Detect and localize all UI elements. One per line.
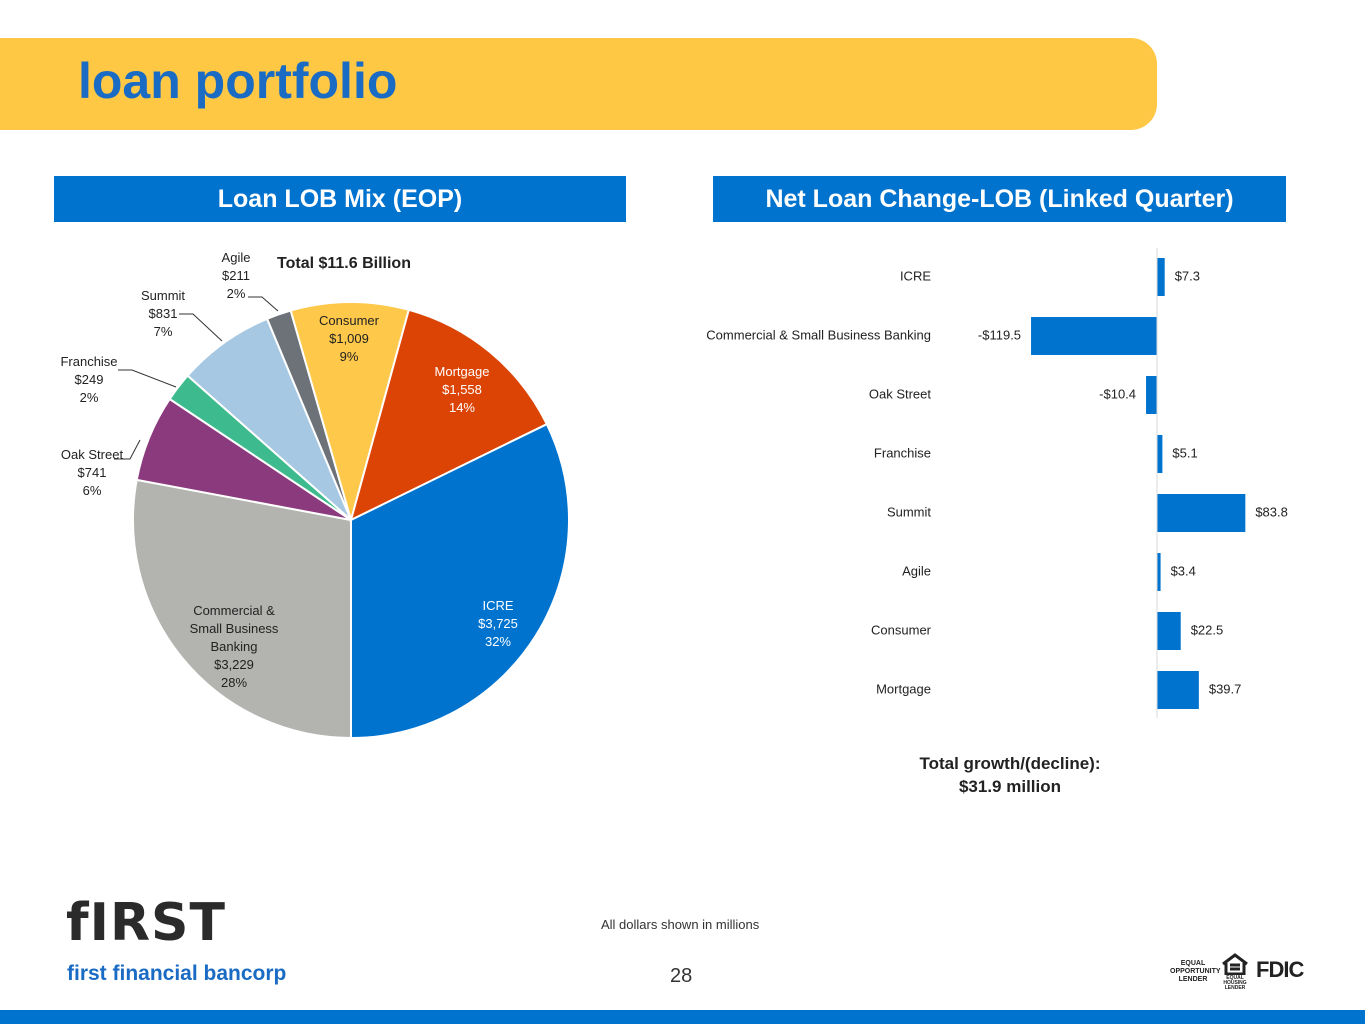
- value-label: $3,229: [214, 657, 254, 672]
- slice-label: Oak Street $741 6%: [61, 446, 123, 500]
- value-label: $831: [148, 306, 178, 321]
- category-label: Oak Street: [60, 447, 124, 462]
- value-label: $741: [77, 465, 107, 480]
- share-label: 14%: [448, 400, 476, 415]
- logo: fIRST: [66, 893, 226, 953]
- leader-line: [118, 369, 177, 388]
- value-label: $39.7: [1209, 681, 1242, 696]
- bar: [1157, 435, 1163, 473]
- badge: EQUAL HOUSING LENDER: [1223, 975, 1247, 991]
- value-label: -$119.5: [978, 327, 1021, 342]
- value-label: $5.1: [1172, 445, 1197, 460]
- category-label: Consumer: [319, 313, 379, 328]
- pie-slice: [132, 478, 352, 740]
- page-number: 28: [670, 965, 693, 987]
- slice-label: ICRE $3,725 32%: [478, 597, 518, 651]
- value-label: $3,725: [478, 616, 518, 631]
- category-label: Franchise: [874, 445, 931, 460]
- bottom-bar: [0, 1010, 1365, 1024]
- badge: EQUAL OPPORTUNITY LENDER: [1170, 960, 1221, 983]
- category-label: Agile: [221, 250, 251, 265]
- share-label: 2%: [226, 286, 246, 301]
- category-label: Agile: [902, 563, 931, 578]
- value-label: $249: [74, 372, 104, 387]
- bar: [1157, 671, 1199, 709]
- value-label: $83.8: [1255, 504, 1288, 519]
- leader-line: [114, 439, 141, 460]
- category-label: Franchise: [60, 354, 118, 369]
- slice-label: Agile $211 2%: [222, 249, 251, 303]
- pie-subtitle: Total $11.6 Billion: [277, 255, 411, 272]
- value-label: $7.3: [1175, 268, 1200, 283]
- category-label: Oak Street: [869, 386, 932, 401]
- header-bar: [0, 38, 1157, 130]
- share-label: 2%: [79, 390, 99, 405]
- bar: [1146, 376, 1157, 414]
- category-label: Summit: [140, 288, 186, 303]
- share-label: 28%: [220, 675, 248, 690]
- bar: [1157, 494, 1246, 532]
- leader-line: [179, 313, 223, 342]
- annotation-line: $31.9 million: [958, 777, 1062, 796]
- category-label: ICRE: [900, 268, 931, 283]
- footnote: All dollars shown in millions: [601, 917, 760, 932]
- value-label: $3.4: [1171, 563, 1196, 578]
- category-label: Summit: [887, 504, 931, 519]
- pie-slice: [289, 301, 411, 524]
- category-label: ICRE: [482, 598, 514, 613]
- value-label: $1,558: [442, 382, 482, 397]
- badge: FDIC: [1256, 957, 1304, 982]
- slice-label: Mortgage $1,558 14%: [435, 363, 490, 417]
- value-label: $22.5: [1191, 622, 1224, 637]
- page-title: loan portfolio: [78, 53, 398, 109]
- share-label: 9%: [339, 349, 359, 364]
- leader-line: [248, 296, 279, 312]
- pie-slice: [349, 308, 549, 522]
- category-label: Mortgage: [876, 681, 931, 696]
- annotation-line: Total growth/(decline):: [919, 754, 1101, 773]
- bar: [1157, 258, 1165, 296]
- category-label: Commercial & Small Business Banking: [706, 327, 931, 342]
- value-label: -$10.4: [1099, 386, 1136, 401]
- slice-label: Commercial & Small Business Banking $3,22…: [184, 602, 284, 692]
- value-label: $1,009: [329, 331, 369, 346]
- category-label: Commercial & Small Business Banking: [189, 603, 279, 654]
- bar: [1157, 612, 1181, 650]
- pie-slice: [350, 422, 570, 740]
- chart-title: Net Loan Change-LOB (Linked Quarter): [713, 176, 1286, 222]
- company-name: first financial bancorp: [67, 962, 287, 985]
- total-annotation: Total growth/(decline): $31.9 million: [860, 752, 1160, 798]
- slice-label: Consumer $1,009 9%: [319, 312, 379, 366]
- bar: [1031, 317, 1157, 355]
- category-label: Consumer: [871, 622, 932, 637]
- category-label: Mortgage: [434, 364, 490, 379]
- chart-title: Loan LOB Mix (EOP): [54, 176, 626, 222]
- house-icon: [1222, 953, 1248, 975]
- share-label: 6%: [82, 483, 102, 498]
- value-label: $211: [222, 268, 250, 283]
- share-label: 7%: [153, 324, 173, 339]
- pie-slice: [186, 317, 352, 521]
- slice-label: Summit $831 7%: [141, 287, 185, 341]
- slice-label: Franchise $249 2%: [60, 353, 117, 407]
- share-label: 32%: [484, 634, 512, 649]
- bar: [1157, 553, 1161, 591]
